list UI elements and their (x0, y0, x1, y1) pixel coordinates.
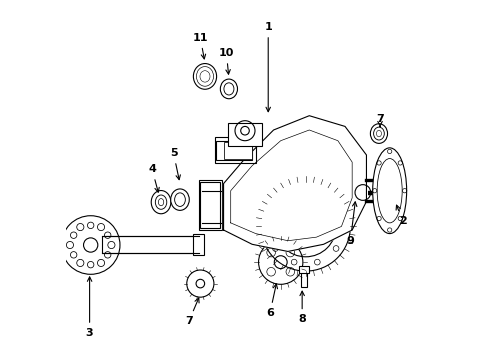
Text: 3: 3 (86, 277, 94, 338)
FancyBboxPatch shape (228, 123, 262, 146)
Polygon shape (223, 116, 367, 251)
Text: 6: 6 (266, 284, 277, 318)
Text: 5: 5 (170, 148, 180, 180)
Ellipse shape (194, 64, 217, 89)
Text: 7: 7 (185, 298, 199, 326)
FancyBboxPatch shape (223, 143, 252, 158)
Text: 1: 1 (264, 22, 272, 112)
FancyBboxPatch shape (193, 234, 204, 255)
Text: 11: 11 (193, 33, 208, 59)
Ellipse shape (220, 79, 238, 99)
FancyBboxPatch shape (102, 236, 198, 253)
Ellipse shape (370, 124, 388, 143)
Text: 7: 7 (376, 113, 384, 126)
Text: 10: 10 (219, 48, 234, 74)
FancyBboxPatch shape (299, 266, 309, 273)
FancyBboxPatch shape (215, 137, 256, 163)
Ellipse shape (373, 148, 407, 234)
FancyBboxPatch shape (198, 180, 222, 230)
FancyBboxPatch shape (301, 271, 307, 287)
Ellipse shape (151, 190, 171, 214)
Text: 2: 2 (396, 205, 407, 226)
FancyBboxPatch shape (217, 141, 252, 160)
Text: 8: 8 (298, 291, 306, 324)
Text: 4: 4 (148, 164, 159, 192)
Ellipse shape (171, 189, 189, 210)
Text: 9: 9 (346, 202, 357, 246)
FancyBboxPatch shape (200, 182, 220, 228)
